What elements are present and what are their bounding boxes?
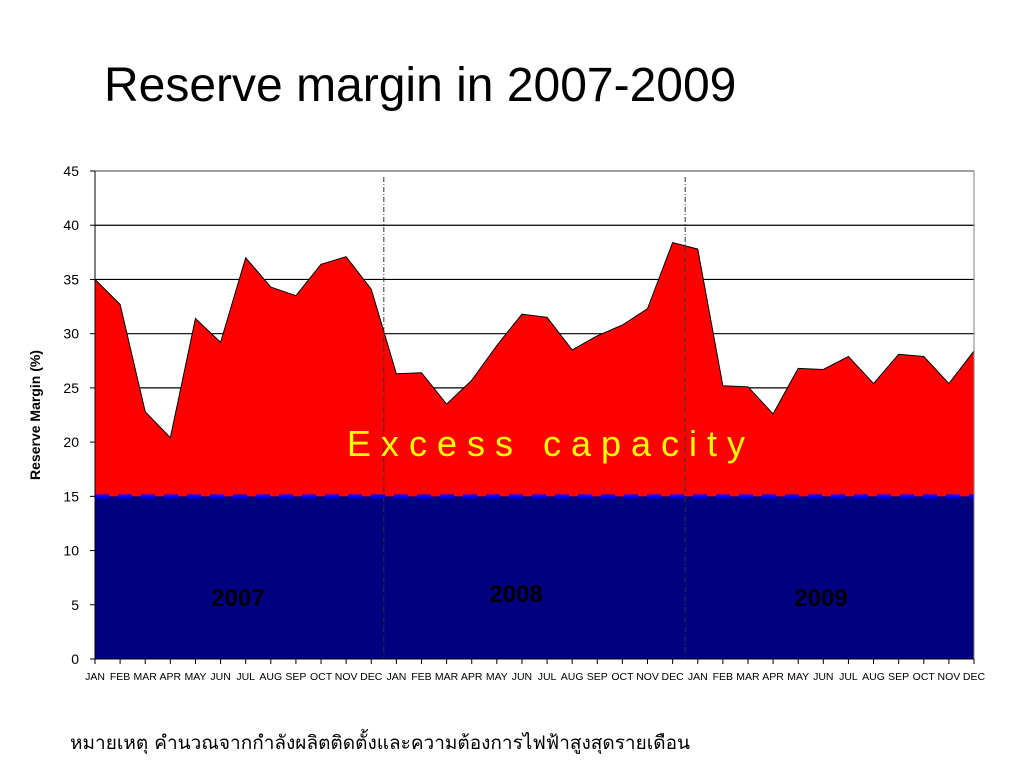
footnote: หมายเหตุ คำนวณจากกำลังผลิตติดตั้งและความ… bbox=[70, 732, 690, 754]
x-tick-label: MAR bbox=[736, 671, 760, 683]
year-dividers bbox=[383, 177, 686, 659]
x-tick-label: JUL bbox=[236, 671, 255, 683]
y-axis-ticks: 0 5 10 15 20 25 30 35 40 45 bbox=[63, 163, 96, 667]
x-tick-label: FEB bbox=[713, 671, 733, 683]
x-tick-label: MAR bbox=[435, 671, 459, 683]
x-tick-label: APR bbox=[762, 671, 784, 683]
y-tick-label: 15 bbox=[63, 488, 79, 504]
y-tick-label: 40 bbox=[63, 217, 79, 233]
x-tick-label: SEP bbox=[285, 671, 306, 683]
y-tick-label: 25 bbox=[63, 380, 79, 396]
x-tick-label: FEB bbox=[411, 671, 431, 683]
y-tick-label: 45 bbox=[63, 163, 79, 179]
x-tick-label: JUL bbox=[839, 671, 858, 683]
y-axis-label: Reserve Margin (%) bbox=[27, 350, 43, 480]
x-tick-label: JUN bbox=[210, 671, 230, 683]
x-tick-label: MAY bbox=[787, 671, 809, 683]
excess-capacity-label: E x c e s s c a p a c i t y bbox=[347, 423, 745, 464]
y-tick-label: 0 bbox=[71, 651, 79, 667]
y-tick-label: 10 bbox=[63, 543, 79, 559]
x-tick-label: JAN bbox=[688, 671, 708, 683]
x-tick-label: MAY bbox=[184, 671, 206, 683]
year-label-2008: 2008 bbox=[489, 581, 542, 608]
year-label-2009: 2009 bbox=[794, 585, 847, 612]
y-tick-label: 20 bbox=[63, 434, 79, 450]
x-tick-label: SEP bbox=[587, 671, 608, 683]
x-tick-label: OCT bbox=[310, 671, 333, 683]
x-tick-label: MAY bbox=[486, 671, 508, 683]
x-tick-label: JUN bbox=[512, 671, 532, 683]
x-tick-label: NOV bbox=[335, 671, 358, 683]
y-tick-label: 5 bbox=[71, 597, 79, 613]
x-tick-label: AUG bbox=[561, 671, 584, 683]
x-tick-label: MAR bbox=[134, 671, 158, 683]
x-tick-label: SEP bbox=[888, 671, 909, 683]
x-tick-label: OCT bbox=[913, 671, 936, 683]
x-tick-label: OCT bbox=[611, 671, 634, 683]
reserve-baseline-area bbox=[95, 496, 974, 659]
x-tick-label: AUG bbox=[862, 671, 885, 683]
slide-title: Reserve margin in 2007-2009 bbox=[104, 59, 737, 112]
x-tick-label: DEC bbox=[360, 671, 383, 683]
x-axis-ticks: JAN FEB MAR APR MAY JUN JUL AUG SEP OCT NOV DEC JAN F… bbox=[85, 658, 986, 683]
y-tick-label: 30 bbox=[63, 326, 79, 342]
x-tick-label: AUG bbox=[259, 671, 282, 683]
x-tick-label: NOV bbox=[636, 671, 659, 683]
x-tick-label: FEB bbox=[110, 671, 130, 683]
year-label-2007: 2007 bbox=[211, 585, 264, 612]
x-tick-label: JAN bbox=[85, 671, 105, 683]
x-tick-label: DEC bbox=[662, 671, 685, 683]
x-tick-label: NOV bbox=[938, 671, 961, 683]
x-tick-label: APR bbox=[160, 671, 182, 683]
x-tick-label: JUL bbox=[538, 671, 557, 683]
x-tick-label: JUN bbox=[813, 671, 833, 683]
x-tick-label: DEC bbox=[963, 671, 986, 683]
x-tick-label: APR bbox=[461, 671, 483, 683]
y-tick-label: 35 bbox=[63, 271, 79, 287]
x-tick-label: JAN bbox=[386, 671, 406, 683]
